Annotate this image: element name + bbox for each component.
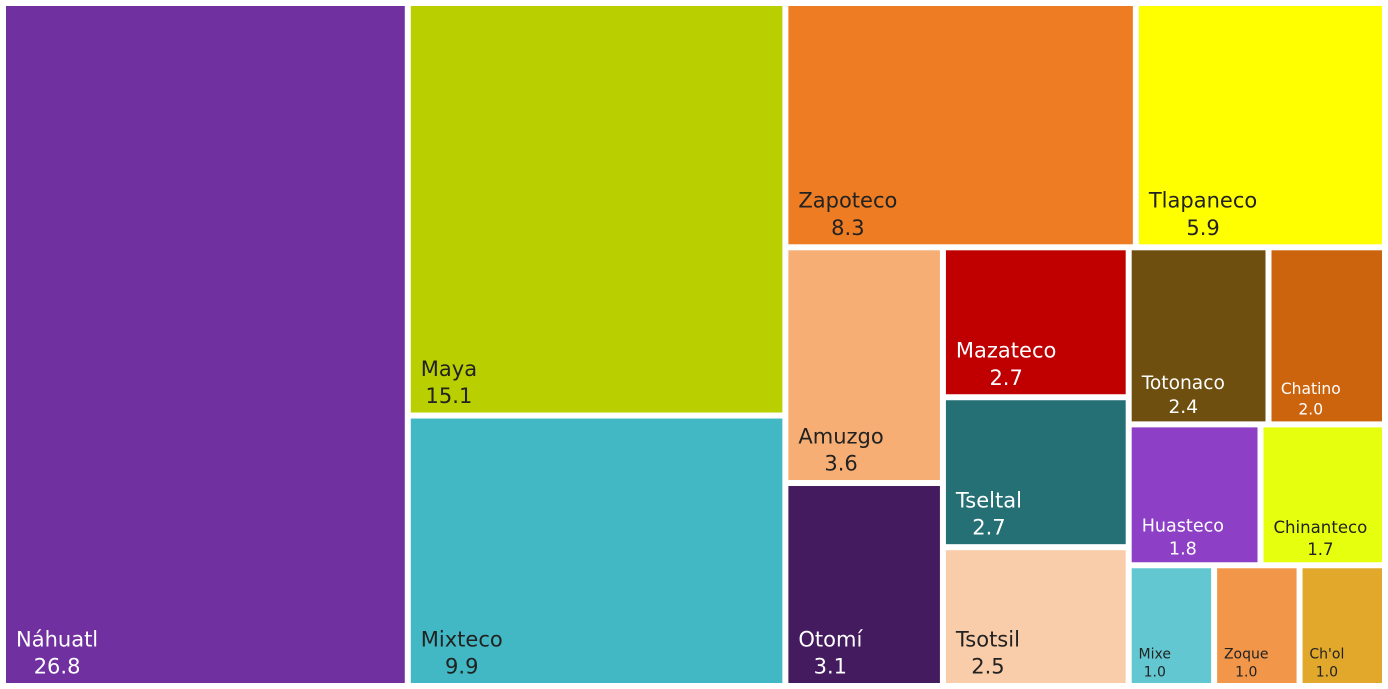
treemap-tile bbox=[1271, 250, 1382, 422]
tile-value: 3.1 bbox=[814, 655, 847, 679]
tile-label: Amuzgo bbox=[798, 424, 883, 448]
treemap-cell: Chinanteco 1.7 bbox=[1263, 427, 1382, 563]
tile-value: 2.7 bbox=[972, 516, 1005, 540]
tile-label: Otomí bbox=[798, 627, 863, 651]
treemap-cell: Tsotsil 2.5 bbox=[945, 550, 1126, 683]
treemap-cell: Ch'ol 1.0 bbox=[1302, 568, 1382, 683]
tile-value: 26.8 bbox=[34, 655, 81, 679]
tile-value: 5.9 bbox=[1186, 216, 1219, 240]
tile-label: Zoque bbox=[1224, 647, 1269, 663]
treemap-tile bbox=[1131, 568, 1212, 683]
tile-value: 1.0 bbox=[1235, 665, 1257, 681]
tile-label: Ch'ol bbox=[1309, 647, 1344, 663]
treemap-cell: Maya 15.1 bbox=[410, 6, 783, 413]
treemap-tile bbox=[410, 6, 783, 413]
treemap-cell: Chatino 2.0 bbox=[1271, 250, 1382, 422]
treemap-cell: Mixteco 9.9 bbox=[410, 418, 783, 683]
tile-label: Mixteco bbox=[421, 627, 503, 651]
tile-label: Zapoteco bbox=[798, 189, 897, 213]
tile-label: Mixe bbox=[1139, 647, 1171, 663]
treemap-tile bbox=[1131, 250, 1266, 422]
tile-value: 2.7 bbox=[989, 366, 1022, 390]
treemap-cell: Tseltal 2.7 bbox=[945, 400, 1126, 545]
treemap-tile bbox=[1263, 427, 1382, 563]
tile-label: Tseltal bbox=[955, 488, 1022, 512]
treemap-cell: Totonaco 2.4 bbox=[1131, 250, 1266, 422]
tile-label: Náhuatl bbox=[16, 627, 98, 651]
treemap-tile bbox=[1217, 568, 1297, 683]
treemap-tile bbox=[788, 486, 940, 683]
tile-label: Mazateco bbox=[956, 338, 1056, 362]
treemap-tile bbox=[945, 250, 1126, 395]
tile-value: 8.3 bbox=[831, 216, 864, 240]
tile-value: 15.1 bbox=[426, 384, 473, 408]
tile-value: 1.0 bbox=[1316, 665, 1338, 681]
tile-value: 2.0 bbox=[1298, 400, 1323, 418]
tile-value: 3.6 bbox=[824, 452, 857, 476]
tile-value: 1.7 bbox=[1307, 540, 1333, 559]
treemap-tile bbox=[1138, 6, 1382, 245]
treemap-cell: Amuzgo 3.6 bbox=[788, 250, 940, 481]
treemap-tile bbox=[6, 6, 405, 683]
tile-value: 1.0 bbox=[1144, 665, 1166, 681]
tile-label: Tlapaneco bbox=[1148, 189, 1257, 213]
tile-value: 1.8 bbox=[1169, 539, 1197, 559]
tile-label: Chinanteco bbox=[1273, 518, 1367, 537]
tile-label: Tsotsil bbox=[955, 627, 1020, 651]
tile-label: Totonaco bbox=[1141, 373, 1225, 394]
treemap-tile bbox=[945, 550, 1126, 683]
tile-value: 9.9 bbox=[445, 655, 478, 679]
tile-label: Huasteco bbox=[1142, 516, 1224, 536]
treemap-cell: Mixe 1.0 bbox=[1131, 568, 1212, 683]
treemap-cell: Tlapaneco 5.9 bbox=[1138, 6, 1382, 245]
treemap-tile bbox=[1302, 568, 1382, 683]
treemap-cell: Huasteco 1.8 bbox=[1131, 427, 1258, 563]
treemap-tile bbox=[945, 400, 1126, 545]
treemap-tile bbox=[410, 418, 783, 683]
treemap-cell: Náhuatl 26.8 bbox=[6, 6, 405, 683]
tile-value: 2.4 bbox=[1168, 397, 1198, 418]
treemap-tile bbox=[1131, 427, 1258, 563]
treemap-tile bbox=[788, 6, 1133, 245]
treemap-cell: Mazateco 2.7 bbox=[945, 250, 1126, 395]
tile-label: Chatino bbox=[1281, 380, 1341, 398]
treemap-cell: Otomí 3.1 bbox=[788, 486, 940, 683]
treemap-cell: Zoque 1.0 bbox=[1217, 568, 1297, 683]
treemap-cell: Zapoteco 8.3 bbox=[788, 6, 1133, 245]
tile-label: Maya bbox=[421, 357, 477, 381]
tile-value: 2.5 bbox=[971, 655, 1004, 679]
treemap-tile bbox=[788, 250, 940, 481]
